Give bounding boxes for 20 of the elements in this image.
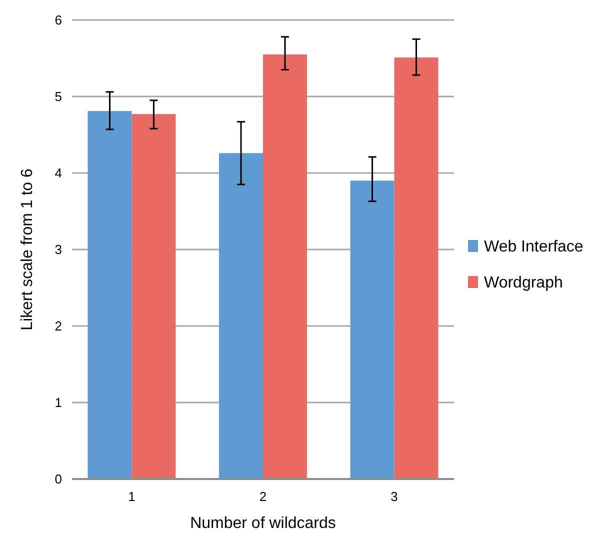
y-tick-label: 0	[54, 472, 62, 487]
y-tick-label: 6	[54, 12, 62, 28]
legend-label: Web Interface	[484, 238, 584, 256]
bar	[394, 57, 438, 479]
x-tick-label: 3	[390, 489, 398, 504]
y-tick-label: 3	[54, 242, 62, 258]
x-axis-title: Number of wildcards	[190, 515, 336, 532]
y-axis-title: Likert scale from 1 to 6	[19, 168, 36, 330]
bar	[219, 153, 263, 479]
bar	[132, 114, 176, 479]
y-tick-label: 2	[54, 318, 62, 334]
legend-label: Wordgraph	[484, 274, 563, 292]
bar	[263, 54, 307, 479]
x-tick-label: 2	[259, 489, 267, 504]
y-tick-label: 4	[54, 166, 62, 181]
y-tick-label: 5	[54, 89, 62, 104]
x-tick-label: 1	[128, 489, 136, 504]
bar	[350, 180, 394, 479]
y-tick-label: 1	[54, 395, 62, 410]
bar	[88, 111, 132, 479]
